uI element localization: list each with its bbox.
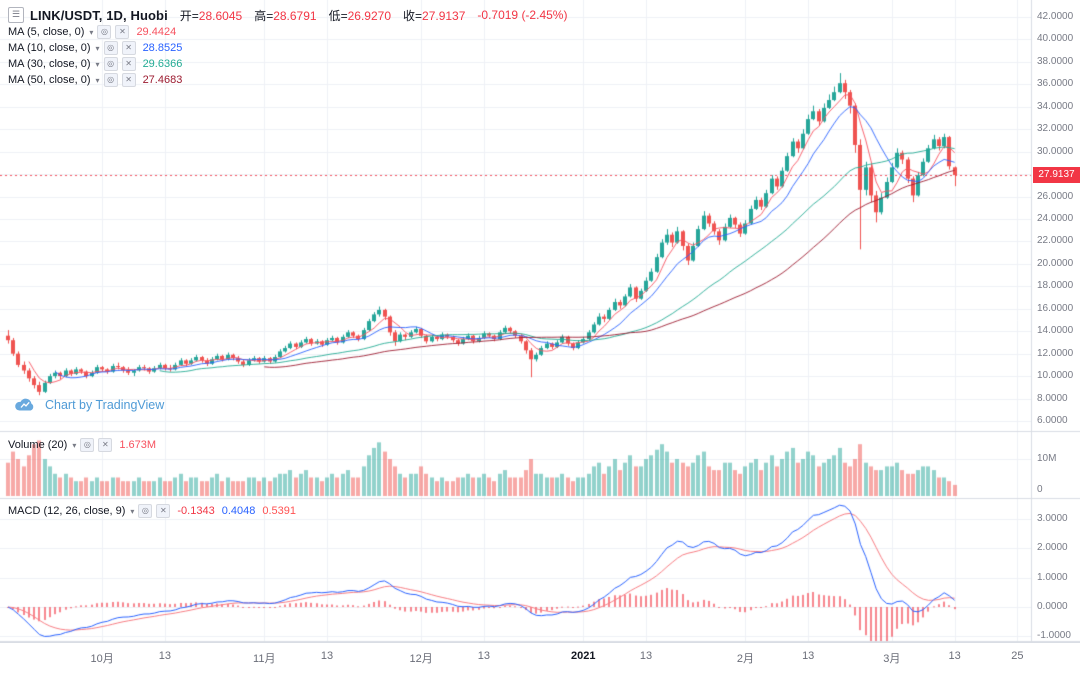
hide-icon[interactable]: ◎ bbox=[138, 504, 153, 518]
time-tick-label: 13 bbox=[158, 650, 172, 662]
tradingview-watermark[interactable]: Chart by TradingView bbox=[12, 396, 164, 413]
hide-icon[interactable]: ◎ bbox=[97, 25, 112, 39]
close-icon[interactable]: ✕ bbox=[98, 438, 113, 452]
time-tick-label: 13 bbox=[639, 650, 653, 662]
ohlc-close: 收=27.9137 bbox=[403, 7, 465, 24]
macd-histogram-value: -0.1343 bbox=[177, 505, 215, 517]
ohlc-close-value: 27.9137 bbox=[422, 8, 466, 23]
time-tick-label: 10月 bbox=[90, 653, 114, 665]
ohlc-change: -0.7019 (-2.45%) bbox=[477, 8, 568, 22]
axis-tick-label: 0.0000 bbox=[1037, 601, 1068, 612]
close-icon[interactable]: ✕ bbox=[156, 504, 171, 518]
ma-value: 28.8525 bbox=[142, 42, 183, 54]
axis-tick-label: 30.0000 bbox=[1037, 145, 1074, 157]
symbol-header: ☰ LINK/USDT, 1D, Huobi 开=28.6045 高=28.67… bbox=[8, 6, 567, 24]
ohlc-close-label: 收= bbox=[403, 8, 423, 23]
axis-tick-label: 42.0000 bbox=[1037, 11, 1074, 22]
volume-value: 1.673M bbox=[119, 439, 157, 451]
chevron-down-icon[interactable]: ▾ bbox=[89, 27, 94, 37]
axis-tick-label: 2.0000 bbox=[1037, 542, 1068, 554]
axis-tick-label: 14.0000 bbox=[1037, 325, 1074, 337]
ma-legend-row[interactable]: MA (5, close, 0) ▾ ◎ ✕ 29.4424 bbox=[8, 24, 182, 40]
close-icon[interactable]: ✕ bbox=[115, 25, 130, 39]
ma-value: 29.4424 bbox=[136, 26, 177, 38]
ma-legend-row[interactable]: MA (50, close, 0) ▾ ◎ ✕ 27.4683 bbox=[8, 72, 182, 88]
axis-tick-label: 24.0000 bbox=[1037, 213, 1074, 224]
watermark-text: Chart by TradingView bbox=[45, 397, 165, 412]
chevron-down-icon[interactable]: ▾ bbox=[95, 59, 100, 69]
axis-tick-label: 18.0000 bbox=[1037, 280, 1074, 292]
ma-legend-row[interactable]: MA (30, close, 0) ▾ ◎ ✕ 29.6366 bbox=[8, 56, 182, 72]
ohlc-open-label: 开= bbox=[179, 8, 199, 23]
time-tick-label: 13 bbox=[477, 650, 491, 662]
ohlc-high-value: 28.6791 bbox=[273, 8, 317, 23]
close-icon[interactable]: ✕ bbox=[121, 73, 136, 87]
ma-legend: MA (5, close, 0) ▾ ◎ ✕ 29.4424 MA (10, close,… bbox=[8, 24, 182, 88]
ohlc-high: 高=28.6791 bbox=[254, 7, 316, 24]
axis-tick-label: -1.0000 bbox=[1037, 630, 1071, 642]
time-tick-label: 13 bbox=[802, 650, 815, 662]
chevron-down-icon[interactable]: ▾ bbox=[130, 506, 135, 516]
ma-value: 29.6366 bbox=[142, 58, 183, 70]
macd-signal-value: 0.5391 bbox=[262, 505, 297, 517]
hide-icon[interactable]: ◎ bbox=[103, 73, 118, 87]
axis-tick-label: 40.0000 bbox=[1037, 33, 1074, 45]
axis-tick-label: 32.0000 bbox=[1037, 123, 1074, 135]
time-tick-label: 12月 bbox=[409, 653, 433, 665]
close-icon[interactable]: ✕ bbox=[121, 57, 136, 71]
axis-tick-label: 36.0000 bbox=[1037, 78, 1074, 90]
volume-legend[interactable]: Volume (20) ▾ ◎ ✕ 1.673M bbox=[8, 437, 156, 453]
ma-value: 27.4683 bbox=[142, 74, 183, 86]
time-tick-label: 3月 bbox=[883, 653, 901, 665]
axis-tick-label: 6.0000 bbox=[1037, 415, 1068, 426]
volume-label: Volume (20) bbox=[8, 439, 68, 451]
ma-label: MA (30, close, 0) bbox=[8, 58, 91, 70]
axis-tick-label: 12.0000 bbox=[1037, 347, 1074, 359]
axis-tick-label: 10M bbox=[1037, 453, 1057, 464]
ohlc-low-value: 26.9270 bbox=[347, 8, 391, 23]
current-price-badge: 27.9137 bbox=[1033, 167, 1080, 184]
axis-tick-label: 0 bbox=[1037, 484, 1043, 495]
time-tick-label: 13 bbox=[948, 650, 961, 662]
ohlc-low-label: 低= bbox=[328, 8, 348, 23]
time-tick-label: 2021 bbox=[571, 650, 596, 662]
ohlc-low: 低=26.9270 bbox=[329, 7, 391, 24]
ma-label: MA (50, close, 0) bbox=[8, 74, 91, 86]
chevron-down-icon[interactable]: ▾ bbox=[72, 440, 77, 450]
ma-label: MA (5, close, 0) bbox=[8, 26, 85, 38]
axis-tick-label: 1.0000 bbox=[1037, 571, 1068, 583]
hide-icon[interactable]: ◎ bbox=[103, 57, 118, 71]
close-icon[interactable]: ✕ bbox=[121, 41, 136, 55]
ohlc-open-value: 28.6045 bbox=[198, 8, 243, 23]
time-tick-label: 13 bbox=[320, 650, 334, 662]
axis-tick-label: 38.0000 bbox=[1037, 55, 1074, 67]
symbol-title[interactable]: LINK/USDT, 1D, Huobi bbox=[30, 7, 168, 23]
time-axis[interactable]: 10月 13 11月 13 12月 13 2021 13 2月 13 3月 13 25 bbox=[0, 642, 1080, 673]
ohlc-high-label: 高= bbox=[254, 8, 274, 23]
ma-legend-row[interactable]: MA (10, close, 0) ▾ ◎ ✕ 28.8525 bbox=[8, 40, 182, 56]
symbol-menu-icon[interactable]: ☰ bbox=[8, 7, 24, 23]
axis-tick-label: 3.0000 bbox=[1037, 513, 1068, 524]
axis-tick-label: 20.0000 bbox=[1037, 257, 1074, 269]
ohlc-open: 开=28.6045 bbox=[180, 7, 242, 24]
time-tick-label: 2月 bbox=[736, 653, 754, 665]
time-tick-label: 25 bbox=[1011, 650, 1024, 662]
chevron-down-icon[interactable]: ▾ bbox=[95, 75, 100, 85]
tradingview-logo-icon bbox=[15, 398, 34, 411]
axis-tick-label: 10.0000 bbox=[1037, 370, 1074, 382]
macd-line-value: 0.4048 bbox=[221, 505, 256, 517]
hide-icon[interactable]: ◎ bbox=[103, 41, 118, 55]
axis-tick-label: 22.0000 bbox=[1037, 235, 1074, 247]
time-tick-label: 11月 bbox=[253, 653, 276, 665]
macd-legend[interactable]: MACD (12, 26, close, 9) ▾ ◎ ✕ -0.1343 0.… bbox=[8, 503, 296, 519]
macd-label: MACD (12, 26, close, 9) bbox=[8, 505, 126, 517]
axis-tick-label: 34.0000 bbox=[1037, 100, 1074, 112]
ma-label: MA (10, close, 0) bbox=[8, 42, 91, 54]
axis-tick-label: 26.0000 bbox=[1037, 190, 1074, 202]
chevron-down-icon[interactable]: ▾ bbox=[95, 43, 100, 53]
hide-icon[interactable]: ◎ bbox=[80, 438, 95, 452]
axis-tick-label: 16.0000 bbox=[1037, 302, 1074, 314]
axis-tick-label: 8.0000 bbox=[1037, 392, 1068, 404]
